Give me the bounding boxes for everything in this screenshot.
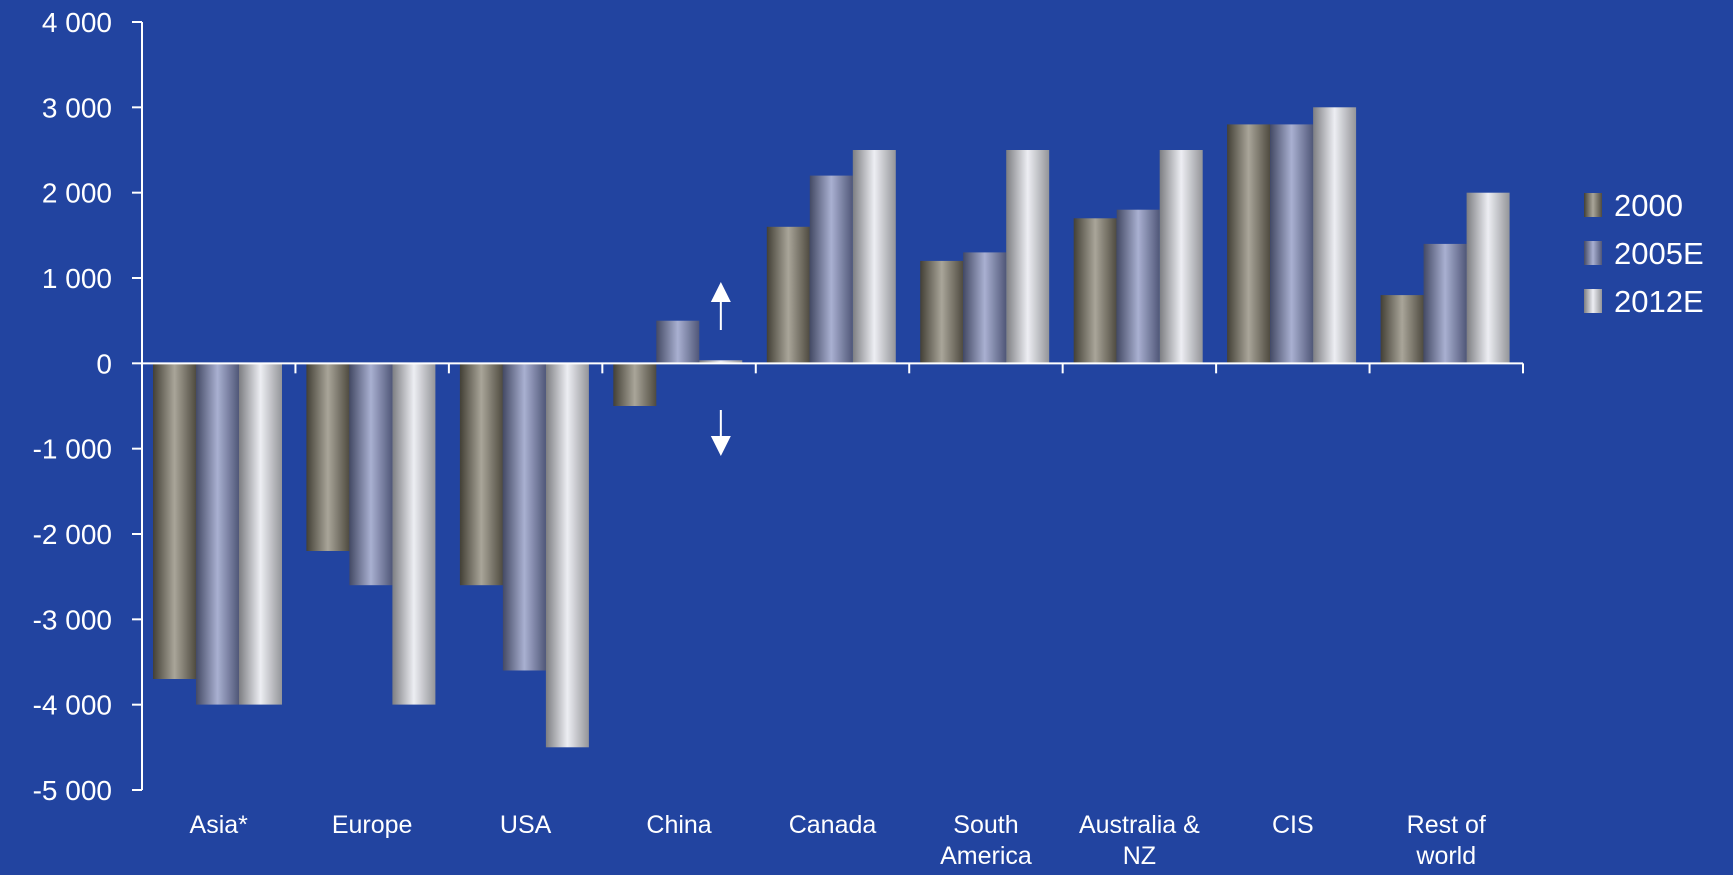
y-tick-label: -5 000 <box>33 775 112 806</box>
x-axis-labels: Asia* Europe USA China Canada South America Aus… <box>190 811 1486 870</box>
x-category-label: South America <box>940 811 1032 870</box>
x-category-label: Rest of world <box>1407 811 1486 870</box>
up-arrow-icon <box>710 282 731 330</box>
y-tick-label: 1 000 <box>42 263 112 294</box>
y-tick-label: 0 <box>96 348 112 379</box>
down-arrow-icon <box>710 410 731 456</box>
bar-australia-nz-2000 <box>1073 218 1117 364</box>
bar-canada-2012e <box>852 150 896 364</box>
axes-layer <box>132 21 1524 791</box>
x-category-label: USA <box>500 811 552 839</box>
bar-usa-2005e <box>502 363 546 671</box>
bar-cis-2005e <box>1270 124 1314 364</box>
bar-china-2012e <box>699 360 743 364</box>
y-tick-label: -4 000 <box>33 690 112 721</box>
y-tick-label: 4 000 <box>42 7 112 38</box>
y-tick-label: -3 000 <box>33 604 112 635</box>
x-category-label: Europe <box>332 811 413 839</box>
bar-south-america-2012e <box>1006 150 1050 364</box>
legend-swatch <box>1584 193 1602 217</box>
bar-europe-2012e <box>392 363 436 705</box>
bar-rest-of-world-2000 <box>1380 295 1424 364</box>
bar-asia-2000 <box>153 363 196 679</box>
bar-rest-of-world-2005e <box>1423 243 1467 364</box>
bar-cis-2000 <box>1227 124 1271 364</box>
y-tick-label: -1 000 <box>33 434 112 465</box>
bar-usa-2000 <box>459 363 503 586</box>
bar-usa-2012e <box>545 363 589 748</box>
annotations-layer <box>710 282 731 456</box>
y-tick-label: 3 000 <box>42 92 112 123</box>
bar-europe-2005e <box>349 363 393 586</box>
legend-label: 2000 <box>1614 188 1683 223</box>
x-category-label: Asia* <box>190 811 249 839</box>
x-category-label: China <box>646 811 711 839</box>
y-axis-labels: 4 000 3 000 2 000 1 000 0 -1 000 -2 000 -3 000 -… <box>33 7 112 806</box>
legend-swatch <box>1584 241 1602 265</box>
bar-canada-2000 <box>766 226 810 364</box>
legend-label: 2012E <box>1614 284 1704 319</box>
bar-cis-2012e <box>1313 107 1357 364</box>
bar-canada-2005e <box>809 175 853 364</box>
legend: 2000 2005E 2012E <box>1584 188 1704 319</box>
bar-south-america-2005e <box>963 252 1007 364</box>
bar-europe-2000 <box>306 363 350 551</box>
bar-south-america-2000 <box>920 260 964 364</box>
bar-rest-of-world-2012e <box>1466 192 1510 364</box>
y-tick-label: 2 000 <box>42 178 112 209</box>
bar-china-2000 <box>613 363 657 406</box>
bar-australia-nz-2005e <box>1116 209 1160 364</box>
bar-australia-nz-2012e <box>1159 150 1203 364</box>
legend-swatch <box>1584 289 1602 313</box>
y-tick-label: -2 000 <box>33 519 112 550</box>
legend-label: 2005E <box>1614 236 1704 271</box>
bar-china-2005e <box>656 320 700 364</box>
bar-asia-2005e <box>196 363 239 705</box>
x-category-label: Canada <box>789 811 877 839</box>
bars-layer <box>153 107 1510 748</box>
bar-asia-2012e <box>239 363 282 705</box>
x-category-label: Australia & NZ <box>1079 811 1200 870</box>
x-category-label: CIS <box>1272 811 1314 839</box>
